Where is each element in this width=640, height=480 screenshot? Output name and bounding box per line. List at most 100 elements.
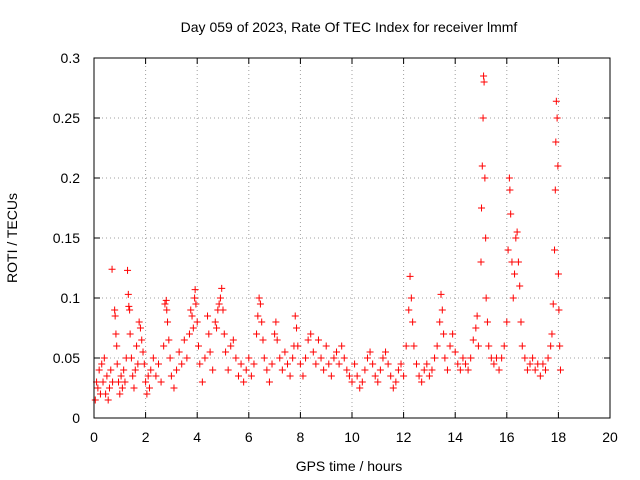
- data-point: [477, 258, 485, 266]
- data-point: [205, 330, 213, 338]
- data-point: [420, 366, 428, 374]
- data-point: [454, 360, 462, 368]
- y-tick-label: 0.2: [61, 170, 81, 186]
- data-point: [201, 354, 209, 362]
- data-point: [551, 186, 559, 194]
- data-point: [98, 360, 106, 368]
- data-point: [554, 270, 562, 278]
- data-point: [556, 342, 564, 350]
- y-tick-label: 0.1: [61, 290, 81, 306]
- x-tick-label: 0: [90, 429, 98, 445]
- data-point: [397, 360, 405, 368]
- data-point: [271, 330, 279, 338]
- data-point: [327, 372, 335, 380]
- data-point: [138, 336, 146, 344]
- data-point: [167, 372, 175, 380]
- data-point: [147, 366, 155, 374]
- data-point: [544, 354, 552, 362]
- data-point: [276, 354, 284, 362]
- data-point: [130, 384, 138, 392]
- data-point: [441, 354, 449, 362]
- data-point: [479, 114, 487, 122]
- data-point: [551, 246, 559, 254]
- data-point: [143, 390, 151, 398]
- data-point: [289, 354, 297, 362]
- data-point: [254, 312, 262, 320]
- x-tick-label: 12: [396, 429, 412, 445]
- data-point: [423, 360, 431, 368]
- data-point: [507, 210, 515, 218]
- data-point: [299, 372, 307, 380]
- data-point: [473, 312, 481, 320]
- data-point: [348, 378, 356, 386]
- data-point: [553, 114, 561, 122]
- x-tick-label: 16: [499, 429, 515, 445]
- data-point: [118, 384, 126, 392]
- data-point: [218, 284, 226, 292]
- data-point: [506, 186, 514, 194]
- data-point: [250, 360, 258, 368]
- data-point: [555, 306, 563, 314]
- data-point: [204, 312, 212, 320]
- data-point: [109, 378, 117, 386]
- x-tick-label: 10: [344, 429, 360, 445]
- data-point: [437, 290, 445, 298]
- data-point: [108, 265, 116, 273]
- data-point: [446, 342, 454, 350]
- data-point: [149, 354, 157, 362]
- data-point: [268, 360, 276, 368]
- data-point: [152, 372, 160, 380]
- data-point: [402, 342, 410, 350]
- chart-title: Day 059 of 2023, Rate Of TEC Index for r…: [181, 19, 518, 35]
- data-point: [505, 174, 513, 182]
- data-point: [161, 300, 169, 308]
- data-point: [369, 360, 377, 368]
- data-point: [320, 366, 328, 374]
- data-point: [242, 366, 250, 374]
- data-point: [234, 372, 242, 380]
- data-point: [478, 162, 486, 170]
- data-point: [443, 366, 451, 374]
- y-tick-label: 0.05: [53, 350, 80, 366]
- data-point: [222, 348, 230, 356]
- data-point: [175, 348, 183, 356]
- data-point: [183, 354, 191, 362]
- data-point: [278, 366, 286, 374]
- data-point: [178, 360, 186, 368]
- data-point: [180, 336, 188, 344]
- data-point: [145, 384, 153, 392]
- data-point: [389, 384, 397, 392]
- data-point: [165, 336, 173, 344]
- data-point: [428, 366, 436, 374]
- data-point: [469, 336, 477, 344]
- x-tick-label: 20: [602, 429, 618, 445]
- data-point: [121, 378, 129, 386]
- data-point: [240, 378, 248, 386]
- data-point: [514, 258, 522, 266]
- data-point: [260, 354, 268, 362]
- data-point: [554, 162, 562, 170]
- data-point: [425, 372, 433, 380]
- data-point: [542, 366, 549, 374]
- data-point: [144, 372, 152, 380]
- data-point: [164, 318, 172, 326]
- data-point: [409, 318, 417, 326]
- y-tick-label: 0.15: [53, 230, 80, 246]
- data-point: [111, 312, 119, 320]
- data-point: [459, 354, 467, 362]
- data-point: [209, 366, 217, 374]
- data-point: [105, 384, 113, 392]
- data-point: [259, 336, 267, 344]
- data-point: [211, 318, 219, 326]
- data-point: [449, 330, 457, 338]
- data-point: [382, 348, 390, 356]
- data-point: [547, 342, 555, 350]
- data-point: [512, 234, 520, 242]
- data-point: [508, 258, 516, 266]
- data-point: [374, 378, 382, 386]
- data-point: [406, 272, 414, 280]
- data-point: [366, 348, 374, 356]
- data-point: [253, 330, 261, 338]
- data-point: [104, 396, 112, 404]
